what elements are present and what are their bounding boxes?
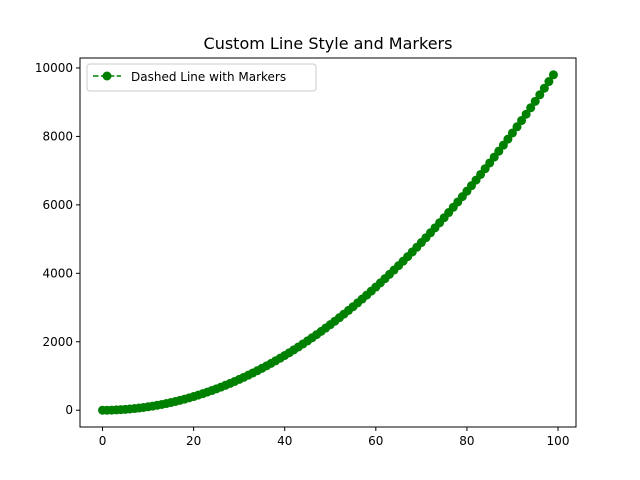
legend-marker-sample bbox=[102, 71, 112, 81]
legend: Dashed Line with Markers bbox=[86, 63, 317, 92]
data-point bbox=[526, 103, 536, 113]
y-tick-label: 0 bbox=[65, 403, 73, 417]
series-layer bbox=[98, 70, 558, 415]
x-tick-label: 100 bbox=[547, 434, 570, 448]
plot-frame bbox=[79, 57, 577, 428]
data-point bbox=[517, 116, 527, 126]
legend-label: Dashed Line with Markers bbox=[131, 70, 286, 84]
data-point bbox=[512, 122, 522, 132]
x-tick-label: 0 bbox=[99, 434, 107, 448]
data-point bbox=[521, 109, 531, 119]
x-tick-label: 20 bbox=[186, 434, 201, 448]
data-point bbox=[503, 134, 513, 144]
data-point bbox=[507, 128, 517, 138]
data-point bbox=[548, 70, 558, 80]
legend-box bbox=[86, 63, 317, 92]
data-point bbox=[530, 96, 540, 106]
data-point bbox=[535, 90, 545, 100]
x-tick-label: 40 bbox=[277, 434, 292, 448]
x-axis: 0 20 40 60 80 100 bbox=[99, 427, 570, 448]
y-tick-label: 10000 bbox=[35, 61, 73, 75]
y-axis: 0 2000 4000 6000 8000 10000 bbox=[35, 61, 80, 417]
chart-title: Custom Line Style and Markers bbox=[204, 34, 453, 53]
y-tick-label: 8000 bbox=[42, 129, 73, 143]
series-line bbox=[102, 74, 555, 411]
data-point bbox=[544, 77, 554, 87]
data-point bbox=[539, 83, 549, 93]
y-tick-label: 2000 bbox=[42, 335, 73, 349]
x-tick-label: 60 bbox=[368, 434, 383, 448]
x-tick-label: 80 bbox=[459, 434, 474, 448]
y-tick-label: 4000 bbox=[42, 266, 73, 280]
y-tick-label: 6000 bbox=[42, 198, 73, 212]
